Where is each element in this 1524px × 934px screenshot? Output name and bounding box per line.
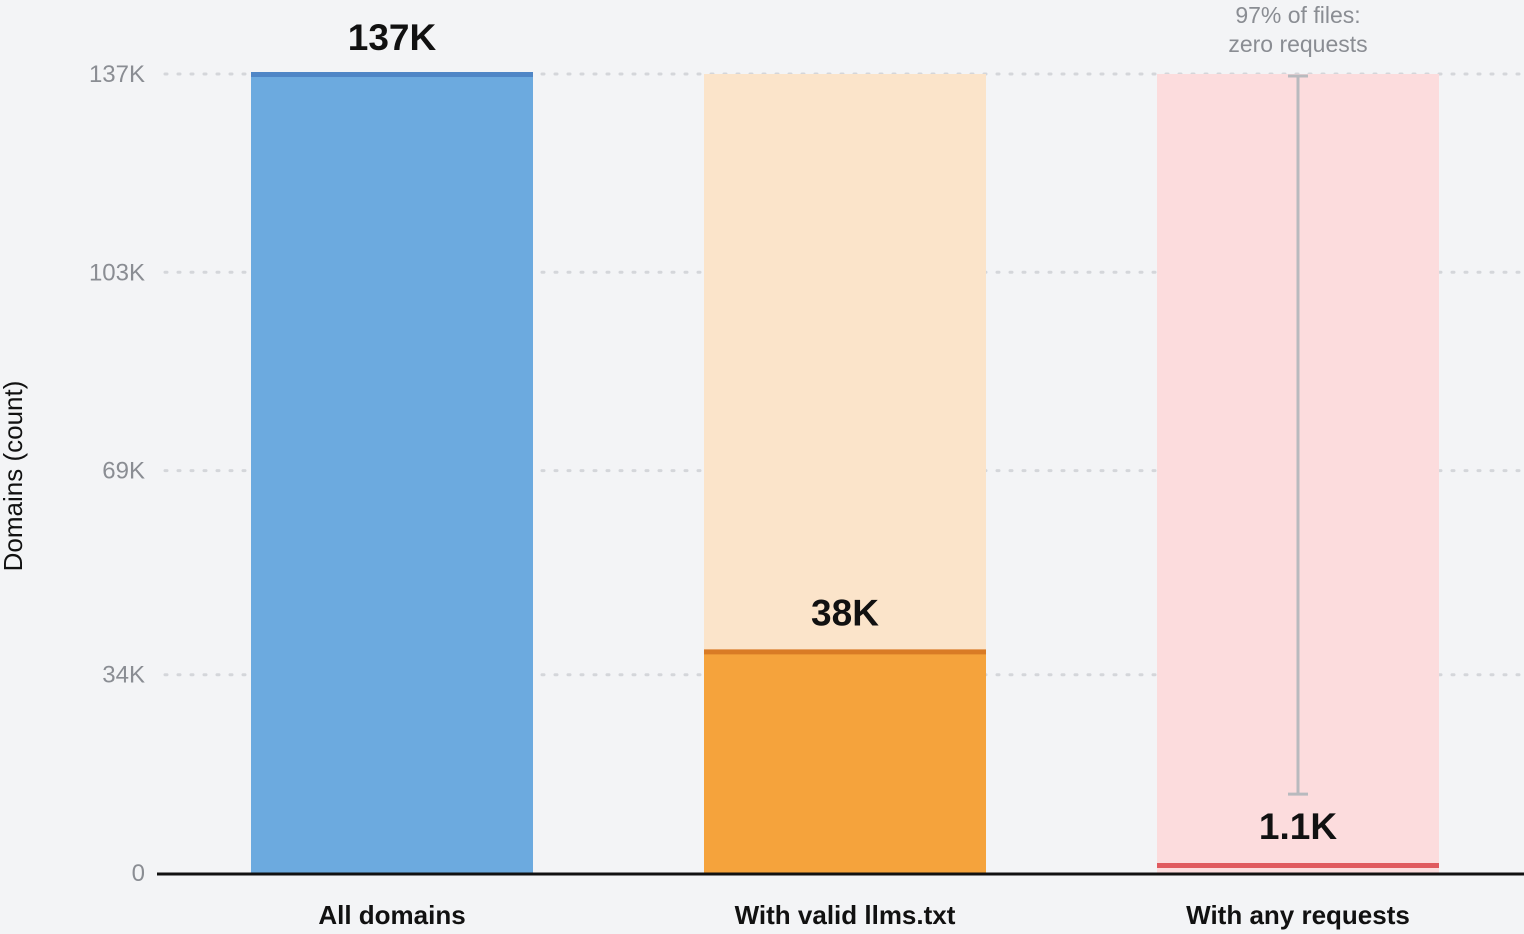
bar-edge-0 (251, 72, 533, 77)
bar-1 (704, 651, 986, 873)
annotation (1288, 74, 1308, 796)
y-tick-label-0: 0 (132, 860, 145, 887)
category-label-0: All domains (318, 900, 465, 930)
bar-2 (1157, 865, 1439, 873)
bar-edge-1 (704, 649, 986, 655)
bar-edge-2 (1157, 863, 1439, 868)
y-tick-label-2: 69K (102, 458, 145, 485)
annotation-text-1: zero requests (1228, 31, 1367, 57)
y-axis-label: Domains (count) (0, 381, 28, 572)
category-label-2: With any requests (1186, 900, 1410, 930)
annotation-text-0: 97% of files: (1235, 2, 1360, 28)
y-tick-label-3: 103K (89, 259, 145, 286)
bar-0 (251, 74, 533, 873)
category-label-1: With valid llms.txt (735, 900, 956, 930)
labels: 0 34K 69K 103K 137K 137K All domains 38K With va… (0, 2, 1410, 930)
y-tick-label-1: 34K (102, 662, 145, 689)
bars (251, 72, 1439, 873)
value-label-1: 38K (811, 592, 879, 633)
value-label-0: 137K (348, 17, 437, 58)
y-tick-label-4: 137K (89, 61, 145, 88)
value-label-2: 1.1K (1259, 806, 1337, 847)
